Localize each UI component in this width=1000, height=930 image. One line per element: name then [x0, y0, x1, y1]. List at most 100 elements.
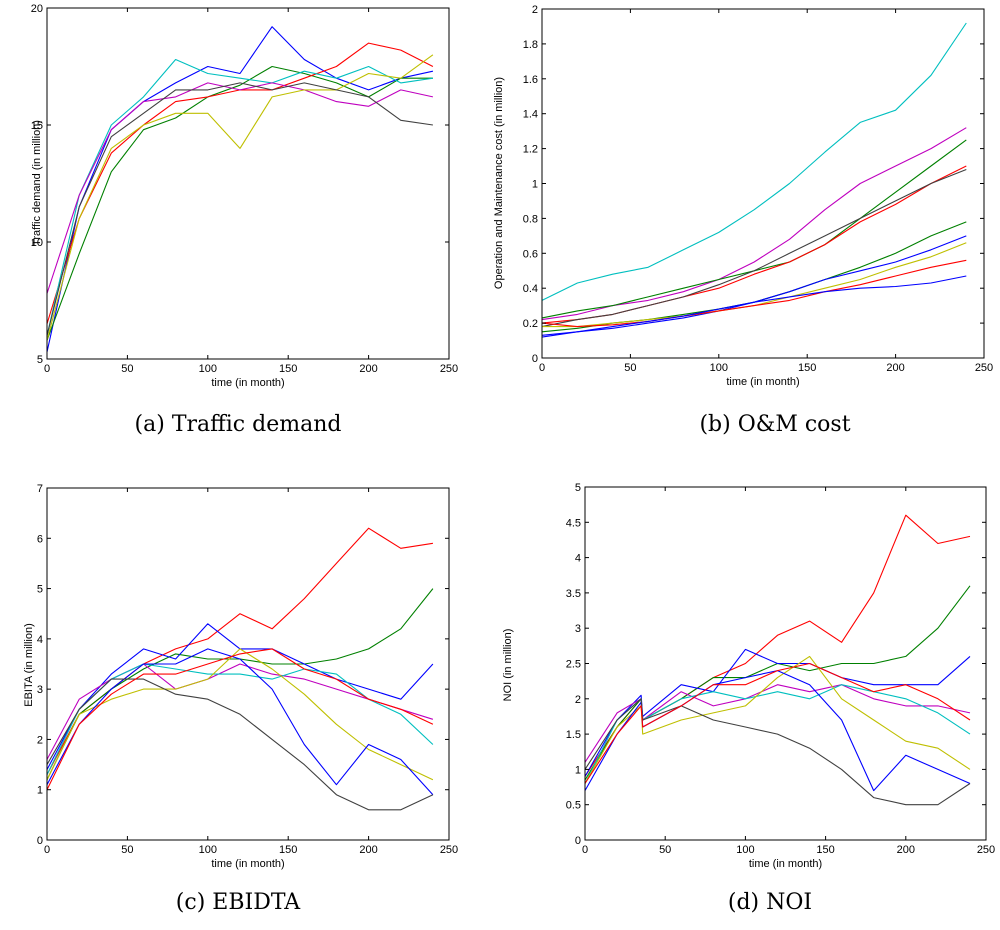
series-line-1 — [46, 527, 433, 775]
series-line-8 — [46, 678, 434, 811]
caption-ebidta: (c) EBIDTA — [175, 890, 301, 915]
y-tick-label: 0 — [37, 835, 43, 847]
plot-frame — [46, 7, 450, 360]
chart-panel-om-cost: 0 50 100 150 200 250 0 0.2 0.4 0.6 0.8 1 1.2 1.4 1.6 1.… — [493, 0, 1000, 450]
x-tick-label: 200 — [897, 844, 915, 856]
x-tick-label: 250 — [975, 362, 993, 374]
x-tick-label: 50 — [121, 363, 133, 375]
y-tick-label: 4 — [37, 634, 43, 646]
series-line-2 — [584, 585, 971, 781]
y-tick-label: 2 — [532, 4, 538, 16]
y-axis-label: Traffic demand (in million) — [31, 120, 43, 246]
x-tick-label: 100 — [736, 844, 754, 856]
y-tick-label: 5 — [37, 584, 43, 596]
y-tick-label: 2 — [575, 694, 581, 706]
y-tick-label: 3.5 — [566, 588, 581, 600]
chart-panel-traffic-demand: 0 50 100 150 200 250 5 10 15 20 time (in month) Tra… — [0, 0, 500, 450]
y-tick-label: 0.4 — [523, 283, 538, 295]
x-tick-label: 200 — [359, 363, 377, 375]
series-line-4 — [46, 58, 433, 336]
y-axis-label: NOI (in million) — [502, 629, 514, 702]
x-tick-label: 150 — [798, 362, 816, 374]
series-line-9 — [46, 648, 434, 790]
y-tick-label: 15 — [31, 120, 43, 132]
series-line-7 — [46, 648, 434, 796]
x-tick-label: 50 — [659, 844, 671, 856]
x-tick-label: 150 — [279, 363, 297, 375]
y-tick-label: 0.6 — [523, 248, 538, 260]
y-tick-label: 1 — [37, 785, 43, 797]
y-tick-label: 1 — [532, 179, 538, 191]
chart-noi: 0 50 100 150 200 250 0 0.5 1 1.5 2 2.5 3 3.5 4 4.5 5 time… — [502, 482, 995, 870]
y-tick-label: 1.2 — [523, 144, 538, 156]
y-tick-label: 5 — [37, 354, 43, 366]
series-line-6 — [46, 648, 434, 781]
y-tick-label: 3 — [575, 623, 581, 635]
y-tick-label: 1.6 — [523, 74, 538, 86]
series-line-7 — [46, 82, 433, 336]
series-line-5 — [46, 82, 434, 294]
y-tick-label: 0 — [575, 835, 581, 847]
x-tick-label: 0 — [44, 363, 50, 375]
x-tick-label: 150 — [279, 844, 297, 856]
series-line-1 — [584, 514, 971, 777]
series-line-2 — [46, 65, 433, 341]
y-tick-label: 4.5 — [566, 517, 581, 529]
y-tick-label: 6 — [37, 533, 43, 545]
caption-om-cost: (b) O&M cost — [699, 412, 851, 437]
chart-panel-noi: 0 50 100 150 200 250 0 0.5 1 1.5 2 2.5 3 3.5 4 4.5 5 time… — [500, 465, 1000, 930]
caption-noi: (d) NOI — [727, 890, 813, 915]
chart-panel-ebidta: 0 50 100 150 200 250 0 1 2 3 4 5 6 7 time (in month) EB… — [0, 465, 500, 930]
x-axis-label: time (in month) — [726, 376, 799, 388]
series-line-3 — [584, 648, 971, 777]
x-axis-label: time (in month) — [211, 858, 284, 870]
chart-ebidta: 0 50 100 150 200 250 0 1 2 3 4 5 6 7 time (in month) EB… — [23, 483, 458, 870]
x-tick-label: 100 — [199, 844, 217, 856]
y-tick-label: 5 — [575, 482, 581, 494]
y-tick-label: 4 — [575, 553, 581, 565]
x-tick-label: 200 — [359, 844, 377, 856]
y-tick-label: 2 — [37, 734, 43, 746]
plot-frame — [46, 487, 450, 841]
series-line-8 — [584, 698, 971, 806]
x-tick-label: 0 — [582, 844, 588, 856]
series-line-3 — [541, 139, 967, 319]
y-tick-label: 1.4 — [523, 109, 538, 121]
x-tick-label: 250 — [977, 844, 995, 856]
series-line-4 — [541, 165, 967, 324]
y-tick-label: 20 — [31, 3, 43, 15]
series-line-8 — [542, 242, 967, 328]
y-tick-label: 1.8 — [523, 39, 538, 51]
x-tick-label: 0 — [44, 844, 50, 856]
x-tick-label: 0 — [539, 362, 545, 374]
x-tick-label: 150 — [816, 844, 834, 856]
y-tick-label: 0.5 — [566, 800, 581, 812]
series-line-5 — [541, 168, 967, 328]
series-line-4 — [46, 663, 434, 760]
y-tick-label: 7 — [37, 483, 43, 495]
y-tick-label: 0.8 — [523, 213, 538, 225]
x-tick-label: 50 — [121, 844, 133, 856]
y-tick-label: 1 — [575, 764, 581, 776]
x-tick-label: 100 — [199, 363, 217, 375]
series-line-2 — [46, 588, 434, 780]
series-line-9 — [541, 259, 967, 328]
series-line-9 — [584, 662, 971, 784]
series-line-10 — [541, 275, 967, 338]
x-axis-label: time (in month) — [749, 858, 822, 870]
y-tick-label: 2.5 — [566, 659, 581, 671]
x-tick-label: 100 — [710, 362, 728, 374]
y-axis-label: Operation and Maintenance cost (in milli… — [493, 77, 505, 289]
y-tick-label: 1.5 — [566, 729, 581, 741]
y-tick-label: 3 — [37, 684, 43, 696]
chart-traffic-demand: 0 50 100 150 200 250 5 10 15 20 time (in month) Tra… — [31, 3, 458, 389]
plot-frame — [541, 8, 985, 359]
y-axis-label: EBITA (in million) — [23, 623, 35, 707]
x-axis-label: time (in month) — [211, 377, 284, 389]
x-tick-label: 50 — [624, 362, 636, 374]
caption-traffic-demand: (a) Traffic demand — [134, 412, 342, 437]
y-tick-label: 0.2 — [523, 318, 538, 330]
x-tick-label: 250 — [440, 363, 458, 375]
x-tick-label: 250 — [440, 844, 458, 856]
series-line-2 — [541, 127, 967, 321]
